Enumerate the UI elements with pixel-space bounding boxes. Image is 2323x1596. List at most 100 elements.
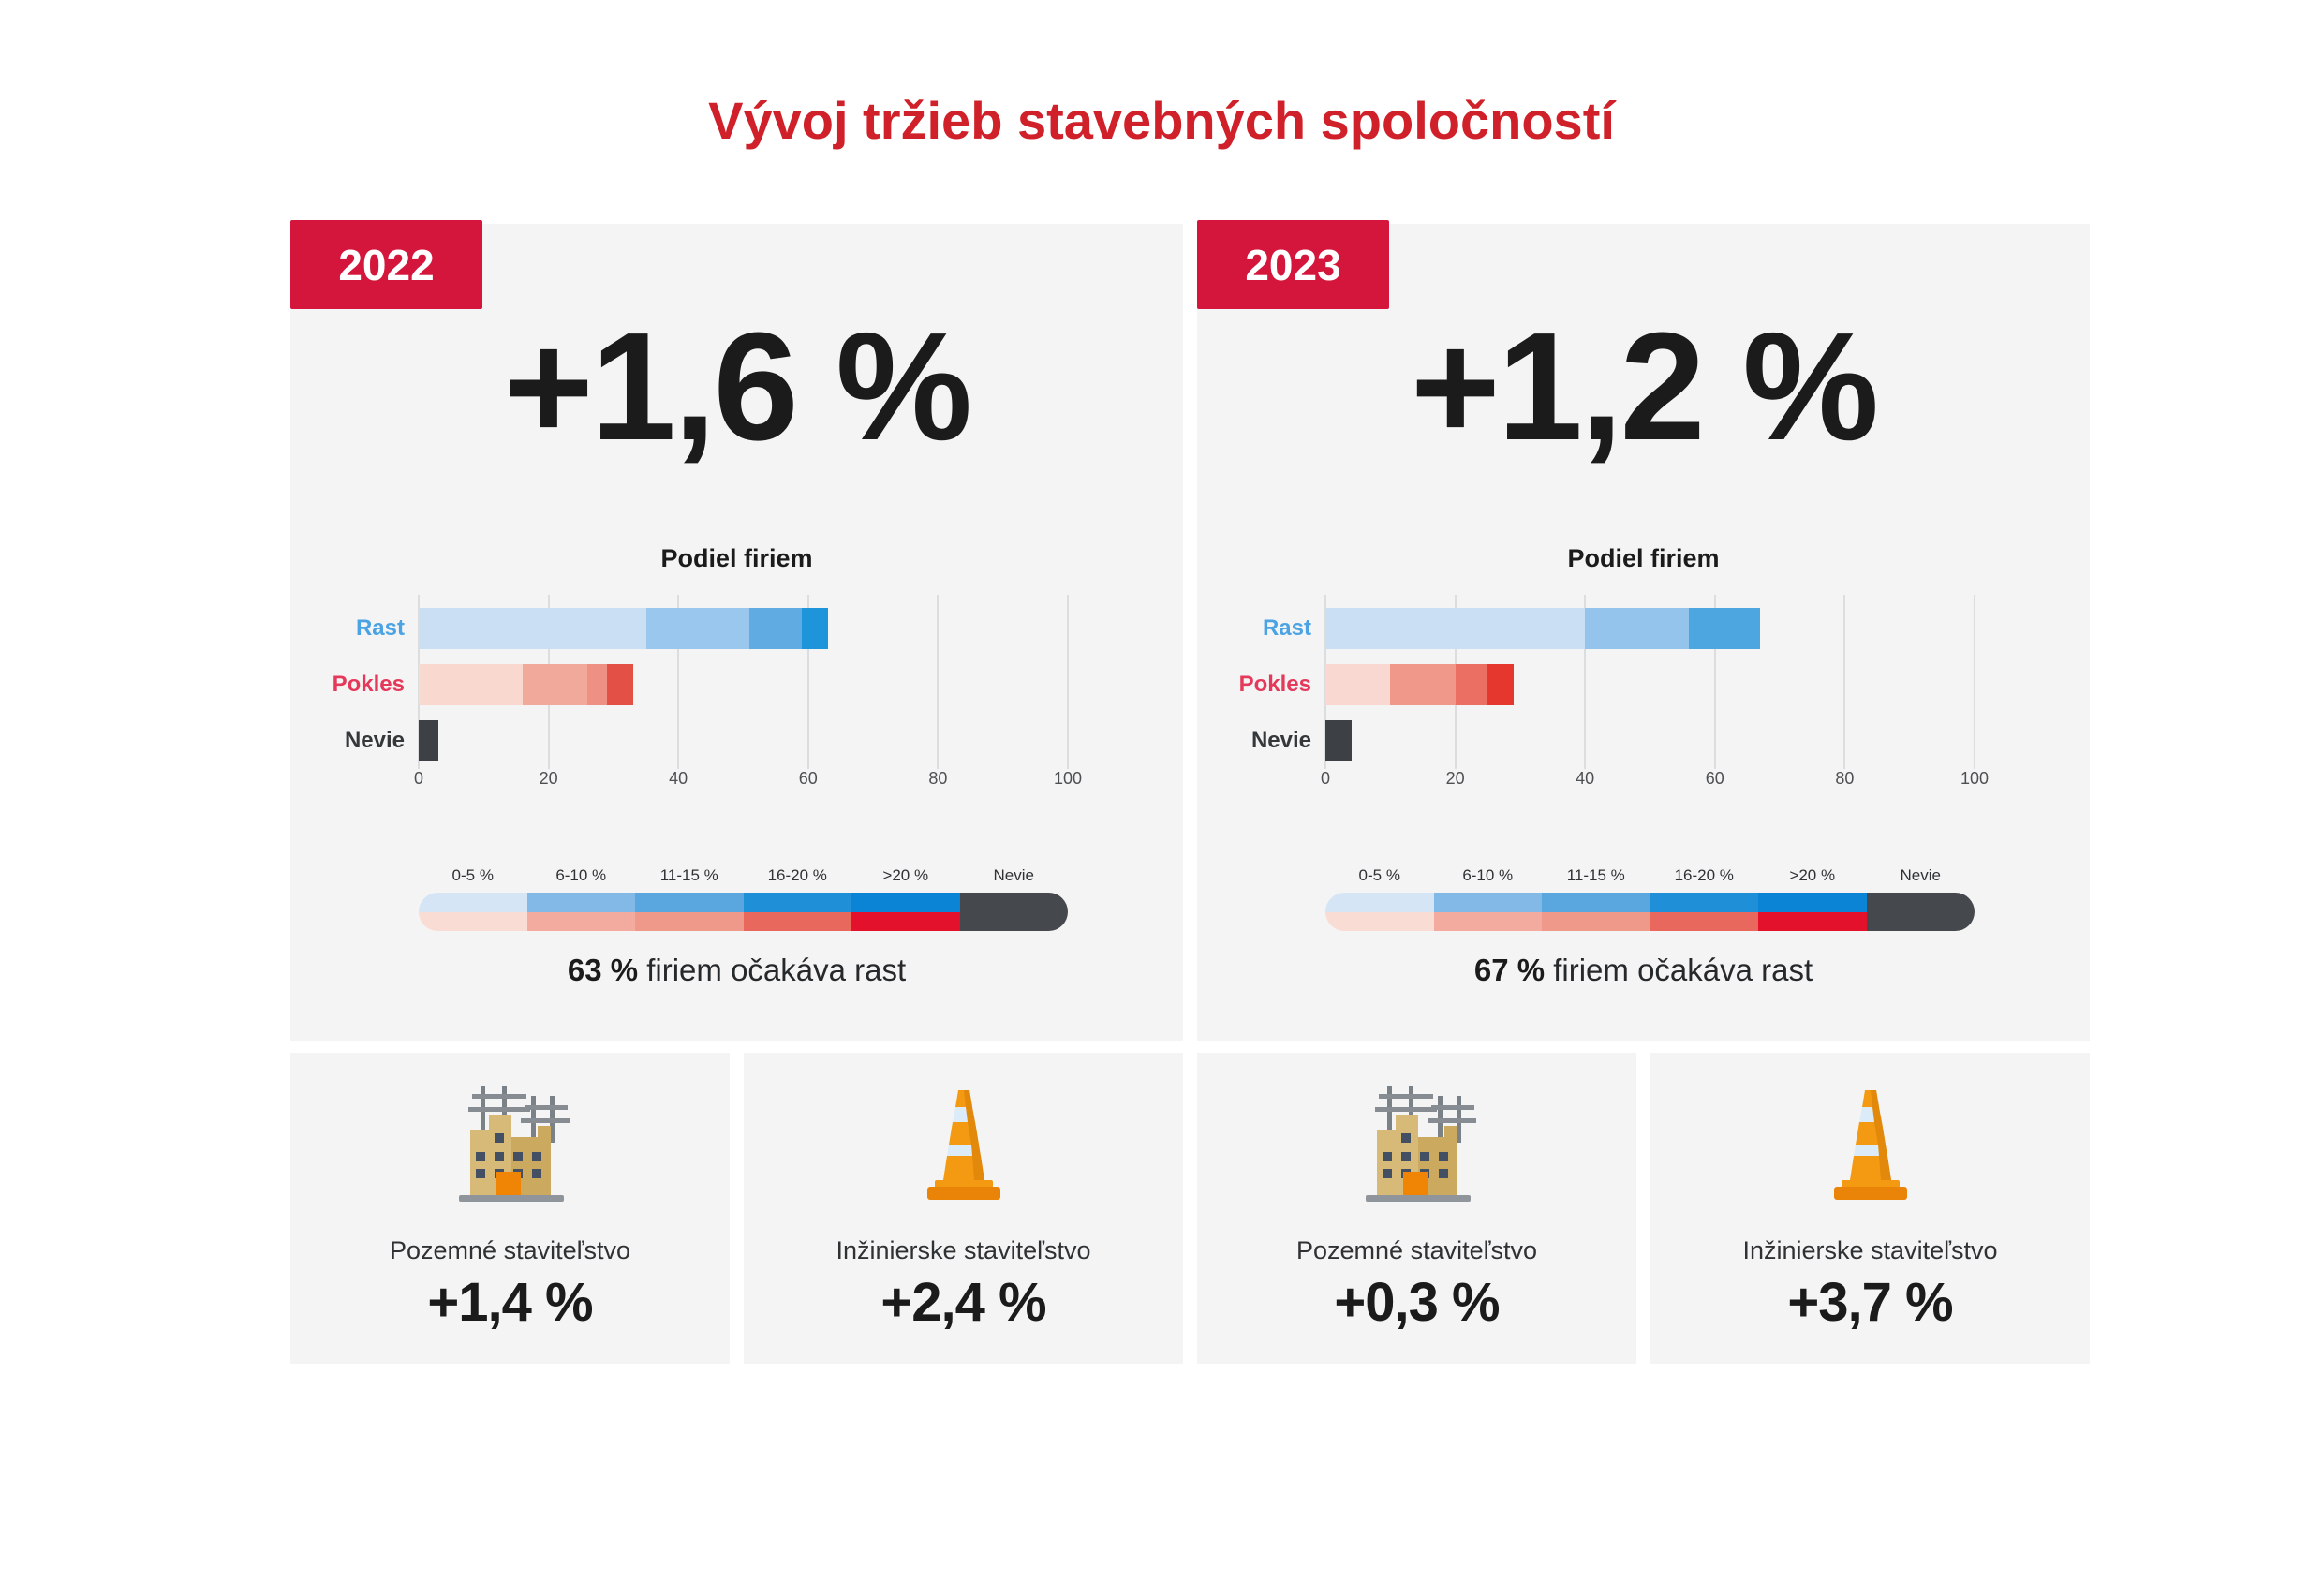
legend-segment-decline [1650,911,1758,931]
panel-group-2023: 2023 +1,2 % Podiel firiem Rast Pokles Ne… [1197,220,2090,1364]
legend-label: >20 % [882,866,929,884]
content: 2022 +1,6 % Podiel firiem Rast Pokles Ne… [290,220,2090,1364]
panel-2022: 2022 +1,6 % Podiel firiem Rast Pokles Ne… [290,220,1183,1041]
bar-segment [419,664,523,705]
legend-segment-growth [526,893,635,912]
axis-tick-label: 0 [413,769,424,788]
axis-tick-label: 60 [1705,769,1724,788]
bar-segment [419,720,438,761]
legend-segment-growth [851,893,960,912]
page-title: Vývoj tržieb stavebných spoločností [708,91,1615,150]
bar-label-rast: Rast [355,615,405,641]
legend-segment [1650,893,1758,931]
building-icon [1365,1086,1476,1202]
legend-segment-decline [1758,911,1867,931]
legend-segment-growth [1325,893,1434,912]
axis-tick-label: 100 [1053,769,1083,788]
year-badge: 2023 [1197,220,1389,309]
bar-pokles [1325,664,1514,705]
legend-segment-decline [526,911,635,931]
grid-line [1067,595,1069,769]
legend-segment-growth [1650,893,1758,912]
card-pozemne-2023: Pozemné staviteľstvo +0,3 % [1197,1053,1636,1364]
traffic-cone-icon [926,1090,1000,1200]
grid-line [937,595,940,769]
year-badge: 2022 [290,220,482,309]
legend-labels: 0-5 % 6-10 % 11-15 % 16-20 % >20 % Nevie [1325,866,1975,885]
legend-label: Nevie [993,866,1034,884]
legend-segment-decline [1325,911,1434,931]
legend-segment-growth [743,893,851,912]
bar-segment [749,608,802,649]
card-label: Pozemné staviteľstvo [1296,1236,1537,1264]
legend-label: 16-20 % [1674,866,1734,884]
legend-segment-growth [1542,893,1650,912]
axis-tick-label: 100 [1960,769,1990,788]
legend-segment-decline [1433,911,1542,931]
legend-label: 11-15 % [659,866,718,884]
bar-label-pokles: Pokles [332,672,405,697]
grid-line [1713,595,1716,769]
bar-segment [1455,664,1488,705]
headline-value: +1,2 % [1410,301,1879,472]
chart-title: Podiel firiem [1567,544,1720,572]
axis-tick-label: 20 [1445,769,1465,788]
card-pozemne-2022: Pozemné staviteľstvo +1,4 % [290,1053,730,1364]
grid-line [1974,595,1975,769]
legend-label: 0-5 % [451,866,494,884]
x-axis: 0 20 40 60 80 100 [414,769,1082,793]
legend-labels: 0-5 % 6-10 % 11-15 % 16-20 % >20 % Nevie [419,866,1068,885]
summary-value: 67 % [1473,953,1546,987]
bar-segment [1325,664,1391,705]
card-label: Inžinierske staviteľstvo [836,1236,1091,1264]
grid-line [806,595,809,769]
bar-rast [1325,608,1761,649]
card-value: +2,4 % [880,1272,1046,1333]
legend-segment [635,893,744,931]
axis-tick-label: 0 [1320,769,1331,788]
bar-nevie [1325,720,1352,761]
chart-title: Podiel firiem [660,544,813,572]
legend-label: 16-20 % [767,866,827,884]
building-icon [458,1086,570,1202]
headline-value: +1,6 % [503,301,972,472]
bar-segment [801,608,828,649]
bar-chart [1324,595,1975,769]
bar-segment [1487,664,1514,705]
bar-label-rast: Rast [1262,615,1311,641]
legend-label: 6-10 % [555,866,607,884]
axis-tick-label: 20 [539,769,558,788]
axis-tick-label: 40 [1576,769,1595,788]
bar-segment [606,664,633,705]
legend-segment [1542,893,1650,931]
x-axis: 0 20 40 60 80 100 [1321,769,1989,793]
bar-nevie [419,720,438,761]
bar-label-pokles: Pokles [1238,672,1311,697]
legend-segment [851,893,960,931]
axis-tick-label: 60 [798,769,818,788]
legend-segment [1758,893,1867,931]
summary-rest: firiem očakáva rast [1545,953,1813,987]
legend-segment-growth [419,893,527,912]
bar-label-nevie: Nevie [1250,728,1311,753]
card-inzinierske-2022: Inžinierske staviteľstvo +2,4 % [744,1053,1183,1364]
bar-segment [1585,608,1690,649]
axis-tick-label: 40 [669,769,688,788]
cards-row-2022: Pozemné staviteľstvo +1,4 % Inžinierske … [290,1053,1183,1364]
grid-line [677,595,680,769]
grid-line [1843,595,1846,769]
bar-label-nevie: Nevie [344,728,405,753]
legend-segment-decline [1542,911,1650,931]
cards-row-2023: Pozemné staviteľstvo +0,3 % Inžinierske … [1197,1053,2090,1364]
legend-segment-growth [1433,893,1542,912]
bar-chart [418,595,1069,769]
legend-segment-decline [419,911,527,931]
panel-2023: 2023 +1,2 % Podiel firiem Rast Pokles Ne… [1197,220,2090,1041]
legend-segment-decline [743,911,851,931]
legend-segment [743,893,851,931]
bar-segment [1325,720,1352,761]
card-value: +0,3 % [1334,1272,1500,1333]
legend-label: 0-5 % [1358,866,1400,884]
grid-line [1584,595,1587,769]
legend-segment [1433,893,1542,931]
